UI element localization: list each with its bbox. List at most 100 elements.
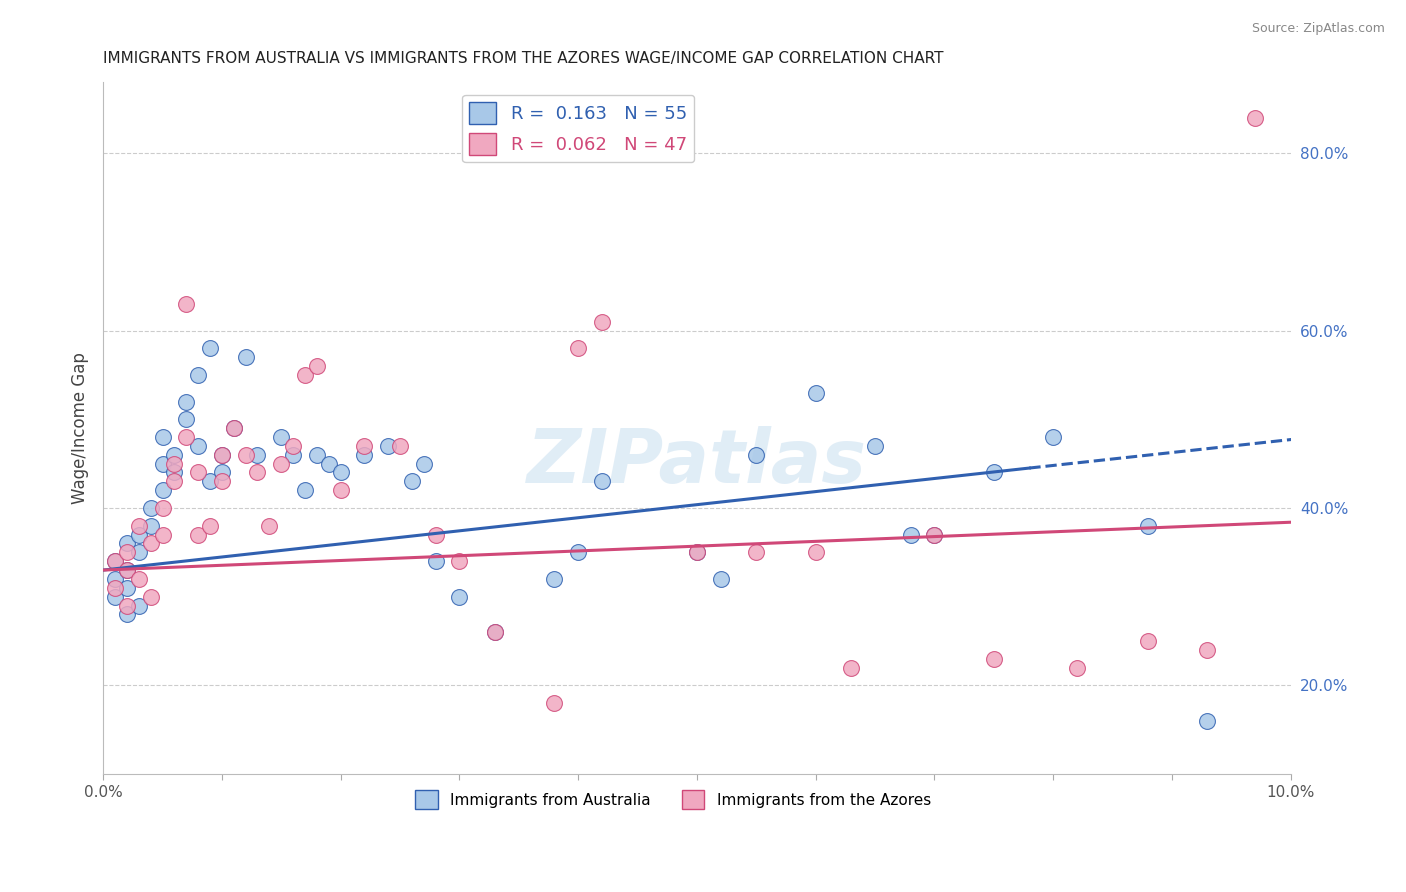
Point [211,448,233,462]
Point [804,385,827,400]
Point [686,545,709,559]
Point [152,527,174,541]
Point [104,572,127,586]
Point [139,500,162,515]
Point [839,660,862,674]
Point [449,590,471,604]
Point [187,439,209,453]
Text: ZIPatlas: ZIPatlas [527,426,868,500]
Point [128,599,150,613]
Point [1197,714,1219,728]
Point [745,448,768,462]
Point [425,527,447,541]
Point [174,412,197,426]
Point [174,430,197,444]
Point [128,572,150,586]
Point [246,448,269,462]
Point [294,368,316,382]
Point [329,483,352,498]
Point [163,448,186,462]
Text: Source: ZipAtlas.com: Source: ZipAtlas.com [1251,22,1385,36]
Point [115,563,138,577]
Point [115,607,138,622]
Point [222,421,245,435]
Point [686,545,709,559]
Point [139,590,162,604]
Point [198,475,221,489]
Point [484,625,506,640]
Point [710,572,733,586]
Point [270,430,292,444]
Point [152,457,174,471]
Point [163,466,186,480]
Point [174,297,197,311]
Point [329,466,352,480]
Point [1066,660,1088,674]
Point [152,483,174,498]
Point [163,475,186,489]
Point [1137,518,1160,533]
Point [128,518,150,533]
Point [1137,634,1160,648]
Point [543,572,565,586]
Point [139,536,162,550]
Point [104,554,127,568]
Point [235,350,257,364]
Point [983,652,1005,666]
Point [115,536,138,550]
Point [900,527,922,541]
Point [235,448,257,462]
Point [745,545,768,559]
Point [543,696,565,710]
Point [294,483,316,498]
Point [353,439,375,453]
Point [139,518,162,533]
Point [174,394,197,409]
Point [152,430,174,444]
Point [591,315,613,329]
Point [924,527,946,541]
Point [924,527,946,541]
Point [211,475,233,489]
Point [484,625,506,640]
Point [425,554,447,568]
Point [281,448,304,462]
Point [412,457,434,471]
Point [305,448,328,462]
Point [211,466,233,480]
Point [104,590,127,604]
Point [187,527,209,541]
Point [305,359,328,373]
Point [222,421,245,435]
Point [152,500,174,515]
Text: IMMIGRANTS FROM AUSTRALIA VS IMMIGRANTS FROM THE AZORES WAGE/INCOME GAP CORRELAT: IMMIGRANTS FROM AUSTRALIA VS IMMIGRANTS … [103,51,943,66]
Point [163,457,186,471]
Point [104,581,127,595]
Point [449,554,471,568]
Point [983,466,1005,480]
Legend: Immigrants from Australia, Immigrants from the Azores: Immigrants from Australia, Immigrants fr… [409,784,936,815]
Point [198,341,221,355]
Point [388,439,411,453]
Point [115,563,138,577]
Point [187,368,209,382]
Point [377,439,399,453]
Point [115,581,138,595]
Point [211,448,233,462]
Point [567,545,589,559]
Point [115,545,138,559]
Point [128,527,150,541]
Point [198,518,221,533]
Point [1042,430,1064,444]
Point [353,448,375,462]
Point [246,466,269,480]
Point [281,439,304,453]
Point [318,457,340,471]
Point [1197,643,1219,657]
Point [270,457,292,471]
Y-axis label: Wage/Income Gap: Wage/Income Gap [72,352,89,504]
Point [863,439,886,453]
Point [259,518,281,533]
Point [115,599,138,613]
Point [1244,111,1267,125]
